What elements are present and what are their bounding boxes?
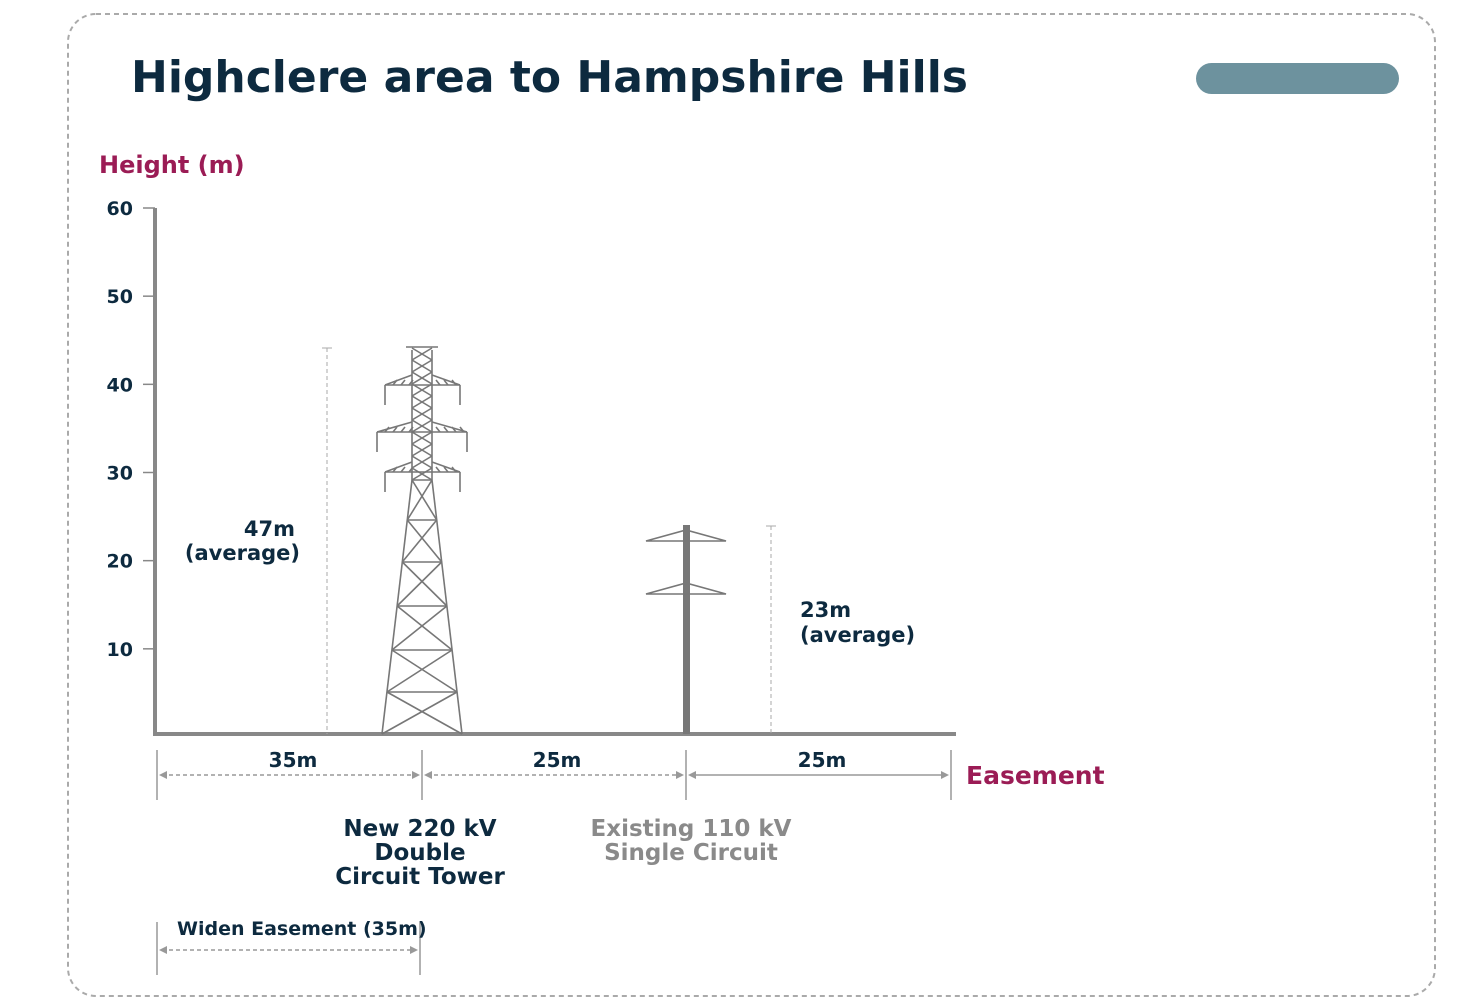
y-tick-label: 30 (107, 463, 133, 485)
tower-member (408, 379, 414, 386)
tower-member (408, 466, 414, 473)
tower-member (411, 479, 438, 521)
tower-member (400, 426, 406, 433)
tower-name: New 220 kV (343, 816, 496, 842)
height-note: (average) (185, 541, 300, 565)
tower-member (408, 426, 414, 433)
tower-member (451, 379, 457, 386)
tower-member (384, 461, 413, 473)
span-label: 25m (798, 748, 847, 772)
tower-member (411, 383, 433, 397)
tower-member (401, 561, 448, 607)
y-tick-label: 20 (107, 551, 133, 573)
height-label: 47m (244, 517, 295, 541)
pole (645, 525, 727, 734)
card-border (67, 13, 1436, 997)
tower-member (411, 395, 433, 409)
lattice-tower (376, 346, 468, 735)
tower-member (384, 374, 413, 386)
tower-member (392, 426, 398, 433)
tower-name: Single Circuit (604, 840, 778, 866)
tower-member (401, 519, 438, 563)
tower-member (411, 347, 433, 361)
easement-label: Easement (966, 761, 1105, 790)
tower-name: Existing 110 kV (591, 816, 792, 842)
y-tick-label: 10 (107, 639, 133, 661)
tower-member (384, 426, 390, 433)
widen-label: Widen Easement (35m) (177, 918, 427, 940)
tower-member (406, 479, 433, 521)
height-note: (average) (800, 623, 915, 647)
tower-member (431, 421, 468, 433)
title: Highclere area to Hampshire Hills (131, 52, 968, 103)
pill-button[interactable] (1196, 63, 1399, 94)
tower-member (411, 419, 433, 433)
tower-member (386, 649, 453, 693)
tower-member (411, 431, 433, 445)
tower-member (459, 426, 465, 433)
y-tick-label: 50 (107, 286, 133, 308)
tower-member (386, 691, 463, 735)
span-label: 35m (269, 748, 318, 772)
tower-member (411, 467, 433, 481)
tower-member (400, 379, 406, 386)
tower-member (451, 426, 457, 433)
tower-member (392, 466, 398, 473)
tower-member (400, 466, 406, 473)
tower-member (443, 466, 449, 473)
tower-member (411, 443, 433, 457)
tower-member (411, 407, 433, 421)
tower-member (443, 426, 449, 433)
tower-member (435, 466, 441, 473)
tower-name: Double (374, 840, 465, 866)
y-tick-label: 60 (107, 198, 133, 220)
tower-member (381, 479, 413, 735)
tower-member (381, 691, 458, 735)
tower-member (411, 359, 433, 373)
tower-member (391, 649, 458, 693)
tower-member (391, 605, 448, 651)
tower-member (392, 379, 398, 386)
tower-member (411, 455, 433, 469)
height-label: 23m (800, 598, 851, 622)
tower-member (411, 371, 433, 385)
tower-member (451, 466, 457, 473)
y-tick-label: 40 (107, 374, 133, 396)
tower-member (406, 519, 443, 563)
tower-member (443, 379, 449, 386)
span-label: 25m (533, 748, 582, 772)
tower-member (396, 605, 453, 651)
tower-member (435, 379, 441, 386)
ticks: 10 20 30 40 50 60 (107, 198, 155, 661)
tower-member (435, 426, 441, 433)
tower-member (376, 421, 413, 433)
dimension-lines (156, 750, 952, 975)
tower-name: Circuit Tower (335, 864, 505, 890)
tower-member (396, 561, 443, 607)
axis-label: Height (m) (99, 151, 245, 179)
tower-member (431, 479, 463, 735)
